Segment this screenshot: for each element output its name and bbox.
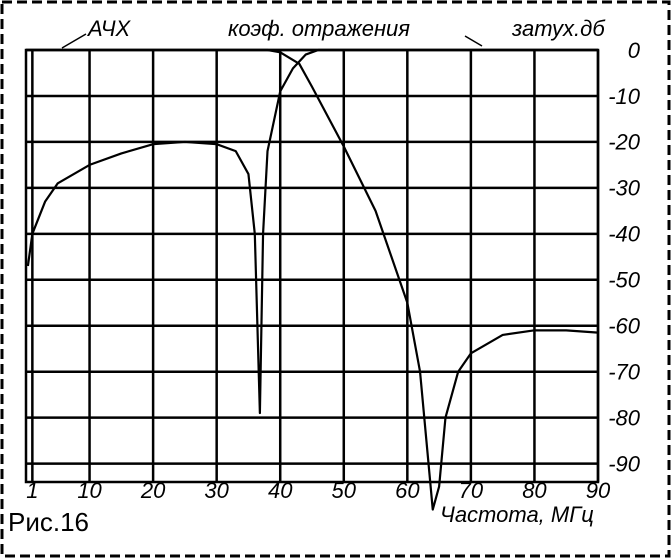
x-tick-label: 80 bbox=[522, 478, 547, 503]
x-tick-label: 50 bbox=[332, 478, 357, 503]
y-tick-label: -10 bbox=[608, 84, 641, 109]
figure-label: Рис.16 bbox=[8, 507, 89, 537]
y-tick-label: -70 bbox=[608, 360, 641, 385]
y-tick-label: -40 bbox=[608, 222, 641, 247]
legend-leader bbox=[61, 33, 87, 49]
x-tick-label: 30 bbox=[204, 478, 229, 503]
legend-label: коэф. отражения bbox=[228, 16, 410, 41]
y-tick-label: -90 bbox=[608, 451, 641, 476]
x-tick-label: 70 bbox=[459, 478, 484, 503]
y-tick-label: -30 bbox=[608, 176, 641, 201]
series-line bbox=[26, 48, 598, 415]
x-axis-label: Частота, МГц bbox=[440, 502, 594, 527]
x-tick-label: 10 bbox=[77, 478, 102, 503]
x-tick-label: 60 bbox=[395, 478, 420, 503]
legend-leader bbox=[464, 35, 483, 47]
x-tick-label: 40 bbox=[268, 478, 293, 503]
y-tick-label: -50 bbox=[608, 268, 641, 293]
y-tick-label: -60 bbox=[608, 314, 641, 339]
x-tick-label: 1 bbox=[26, 478, 38, 503]
y-tick-label: 0 bbox=[628, 38, 641, 63]
series-line bbox=[26, 48, 599, 511]
y-tick-label: -20 bbox=[608, 130, 641, 155]
x-tick-label: 20 bbox=[140, 478, 166, 503]
y-axis-label: затух.дб bbox=[511, 16, 606, 41]
y-tick-label: -80 bbox=[608, 405, 641, 430]
legend-label: АЧХ bbox=[86, 16, 132, 41]
x-tick-label: 90 bbox=[586, 478, 611, 503]
